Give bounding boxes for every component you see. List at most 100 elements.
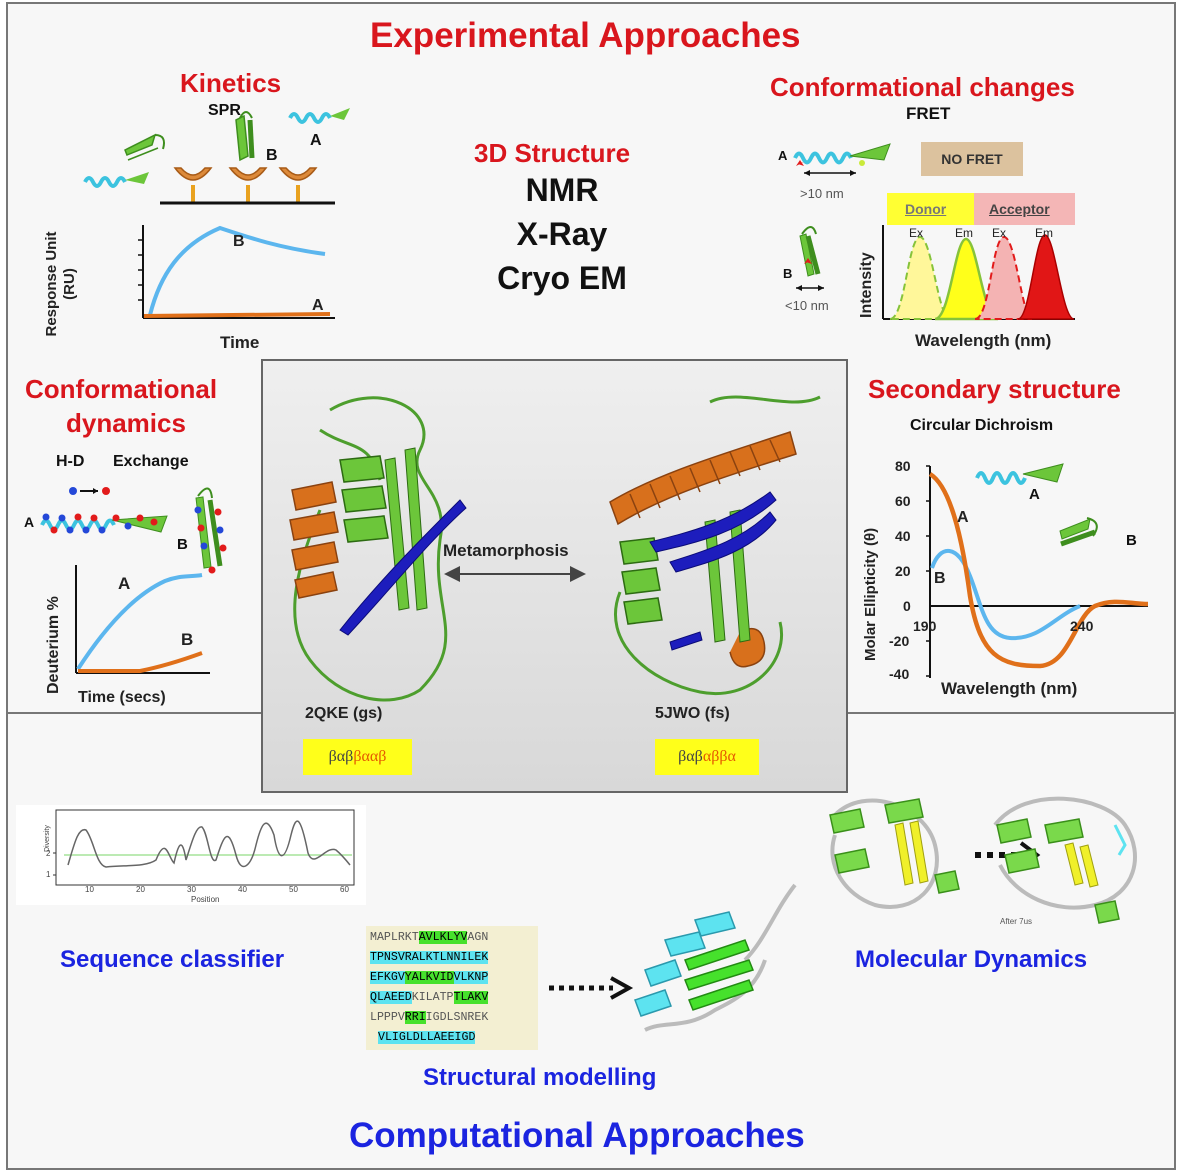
diversity-xlabel: Position (191, 895, 220, 904)
peak-em-2: Em (1035, 226, 1053, 240)
deuterium-curve-a-label: A (118, 574, 131, 593)
method-cryoem: Cryo EM (497, 260, 627, 296)
kinetics-curve-b (148, 225, 326, 316)
right-topology-part1: βαβ (678, 748, 703, 765)
fret-helix-a-icon (793, 143, 891, 166)
cd-ytick-neg20: -20 (889, 633, 910, 649)
cd-hairpin-b-icon (1059, 517, 1098, 547)
metamorphosis-arrow (444, 566, 586, 582)
deuterium-chart (75, 565, 210, 674)
donor-label: Donor (905, 201, 947, 217)
peak-em-1: Em (955, 226, 973, 240)
fret-label-b: B (783, 266, 793, 281)
kinetics-xlabel: Time (220, 333, 260, 352)
peak-ex-2: Ex (992, 226, 1007, 240)
no-fret-box (921, 142, 1023, 176)
diversity-xtick-10: 10 (85, 885, 94, 894)
fret-label: FRET (906, 104, 951, 123)
green-helices-2qke (339, 455, 389, 543)
dynamics-title-line2: dynamics (66, 408, 186, 438)
structural-modelling-label: Structural modelling (423, 1064, 657, 1091)
metamorphosis-label: Metamorphosis (443, 541, 569, 560)
cd-ytick-60: 60 (895, 493, 911, 509)
fret-illustration (793, 143, 891, 291)
deuterium-ylabel: Deuterium % (45, 596, 62, 694)
blue-strand-2qke (339, 499, 467, 636)
method-xray: X-Ray (516, 216, 608, 252)
cd-curve-b-label: B (934, 570, 946, 587)
orange-helices-2qke (289, 481, 339, 599)
hd-label-a: A (24, 514, 35, 530)
spr-label: SPR (208, 102, 241, 119)
exchange-label: Exchange (113, 453, 189, 470)
kinetics-label-a: A (310, 132, 322, 149)
diversity-ylabel: Diversity (44, 825, 51, 852)
no-fret-label: NO FRET (941, 151, 1003, 167)
deuterium-curve-a (76, 573, 203, 671)
dynamics-title-line1: Conformational (25, 374, 218, 404)
md-caption: After 7us (1000, 917, 1033, 926)
diversity-xtick-50: 50 (289, 885, 298, 894)
deuterium-xlabel: Time (secs) (78, 689, 166, 706)
hd-label-b: B (177, 536, 188, 553)
method-nmr: NMR (525, 172, 599, 208)
kinetics-chart (138, 225, 335, 319)
left-pdb-id: 2QKE (gs) (305, 705, 383, 722)
fret-ylabel: Intensity (858, 252, 875, 318)
deuterium-curve-b (78, 651, 203, 673)
hd-label: H-D (56, 453, 85, 470)
fret-hairpin-b-icon (799, 226, 821, 277)
kinetics-label-b: B (266, 147, 278, 164)
experimental-title: Experimental Approaches (370, 16, 801, 55)
cd-helix-a-icon (975, 463, 1064, 485)
right-pdb-id: 5JWO (fs) (655, 705, 730, 722)
cd-xtick-190: 190 (913, 618, 937, 634)
cd-curve-a (928, 472, 1149, 669)
diversity-line (67, 820, 351, 868)
md-structure-start (829, 798, 960, 909)
orange-helix-5jwo (609, 431, 797, 668)
cd-xlabel: Wavelength (nm) (941, 679, 1078, 698)
diversity-ytick-2: 2 (46, 849, 51, 858)
hd-hairpin-b-icon (194, 487, 227, 574)
conformational-changes-title: Conformational changes (770, 72, 1075, 102)
dist-far: >10 nm (800, 186, 844, 201)
cd-chart (926, 465, 1149, 678)
helix-a-left-icon (83, 172, 149, 188)
peak-ex-1: Ex (909, 226, 924, 240)
sequence-alignment: MAPLRKTAVLKLYVAGN TPNSVRALKTLNNILEK EFKG… (366, 926, 538, 1050)
diversity-xtick-40: 40 (238, 885, 247, 894)
hairpin-b-left-icon (124, 133, 165, 161)
receptor-icons (173, 167, 318, 181)
secondary-structure-title: Secondary structure (868, 374, 1121, 404)
blue-strands-5jwo (649, 491, 777, 651)
molecular-dynamics-label: Molecular Dynamics (855, 946, 1088, 973)
md-structures (829, 796, 1137, 924)
diversity-xtick-60: 60 (340, 885, 349, 894)
green-helices-5jwo (619, 537, 663, 625)
cd-ylabel: Molar Ellipticity (θ) (862, 527, 879, 661)
modelling-dotted-arrow (549, 976, 634, 1000)
cd-ytick-20: 20 (895, 563, 911, 579)
cd-label: Circular Dichroism (910, 417, 1054, 434)
acceptor-em-peak (1017, 234, 1075, 320)
computational-title: Computational Approaches (349, 1116, 805, 1155)
right-topology-badge: βαβαββα (655, 739, 759, 775)
hd-exchange-illustration (40, 487, 227, 574)
fret-label-a: A (778, 148, 788, 163)
spr-sensor-illustration (83, 108, 350, 205)
left-topology-badge: βαββααβ (303, 739, 412, 775)
kinetics-title: Kinetics (180, 68, 282, 98)
diversity-ytick-1: 1 (46, 870, 51, 879)
cd-ytick-0: 0 (903, 598, 911, 614)
acceptor-ex-peak (974, 235, 1033, 320)
sequence-line-4: QLAEEDKILATPTLAKV (370, 991, 489, 1004)
left-topology-part1: βαβ (328, 748, 354, 765)
hd-dots-a (42, 513, 158, 534)
helix-a-top-icon (288, 108, 350, 124)
cd-xtick-240: 240 (1070, 618, 1094, 634)
cd-curve-b (930, 548, 1081, 641)
cd-curve-a-label: A (957, 509, 969, 526)
diversity-plot (16, 805, 366, 905)
